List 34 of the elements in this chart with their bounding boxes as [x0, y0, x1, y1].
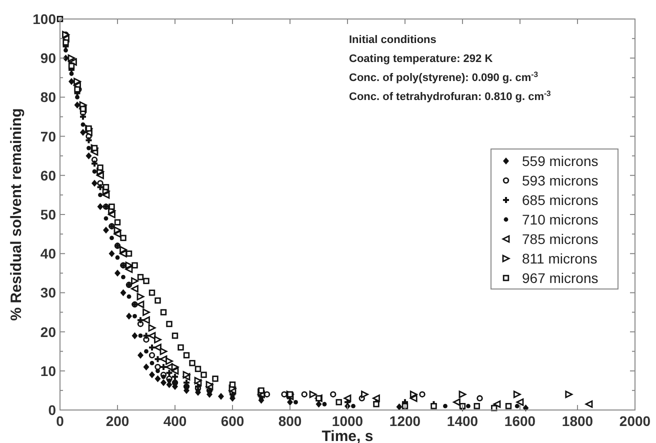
y-tick-label: 60	[40, 167, 56, 184]
x-tick-label: 1000	[332, 413, 364, 429]
y-tick-label: 100	[32, 11, 56, 27]
x-tick-label: 800	[278, 413, 302, 429]
x-axis-title: Time, s	[322, 428, 374, 443]
y-tick-label: 30	[40, 284, 56, 301]
y-tick-label: 90	[40, 50, 56, 66]
x-tick-label: 1800	[562, 413, 594, 429]
y-tick-label: 20	[40, 324, 56, 340]
annotation: Conc. of poly(styrene): 0.090 g. cm$^{-3}$	[349, 70, 538, 84]
x-tick-label: 2000	[619, 413, 651, 429]
legend-label: 785 microns	[522, 231, 598, 247]
legend-label: 685 microns	[522, 192, 598, 208]
annotation: Conc. of tetrahydrofuran: 0.810 g. cm$^{-3}$	[349, 88, 551, 103]
x-tick-label: 1400	[446, 413, 478, 429]
x-tick-label: 600	[220, 413, 244, 429]
y-axis-title: % Residual solvent remaining	[8, 108, 25, 321]
y-tick-label: 70	[40, 128, 56, 144]
legend-label: 811 microns	[522, 250, 598, 266]
legend-label: 559 microns	[522, 153, 598, 169]
annotation: Coating temperature: 292 K	[349, 53, 493, 65]
y-tick-label: 40	[40, 246, 56, 262]
x-tick-label: 200	[106, 413, 130, 429]
x-tick-label: 400	[163, 413, 187, 429]
legend-label: 710 microns	[522, 212, 598, 228]
y-tick-label: 10	[40, 362, 56, 379]
y-tick-label: 50	[40, 206, 56, 222]
annotation: Initial conditions	[349, 34, 436, 46]
legend-label: 593 microns	[522, 172, 598, 188]
y-tick-label: 0	[48, 402, 56, 418]
x-tick-label: 1600	[504, 413, 536, 429]
y-tick-label: 80	[40, 89, 56, 106]
legend-label: 967 microns	[522, 270, 598, 286]
x-tick-label: 1200	[389, 413, 421, 429]
